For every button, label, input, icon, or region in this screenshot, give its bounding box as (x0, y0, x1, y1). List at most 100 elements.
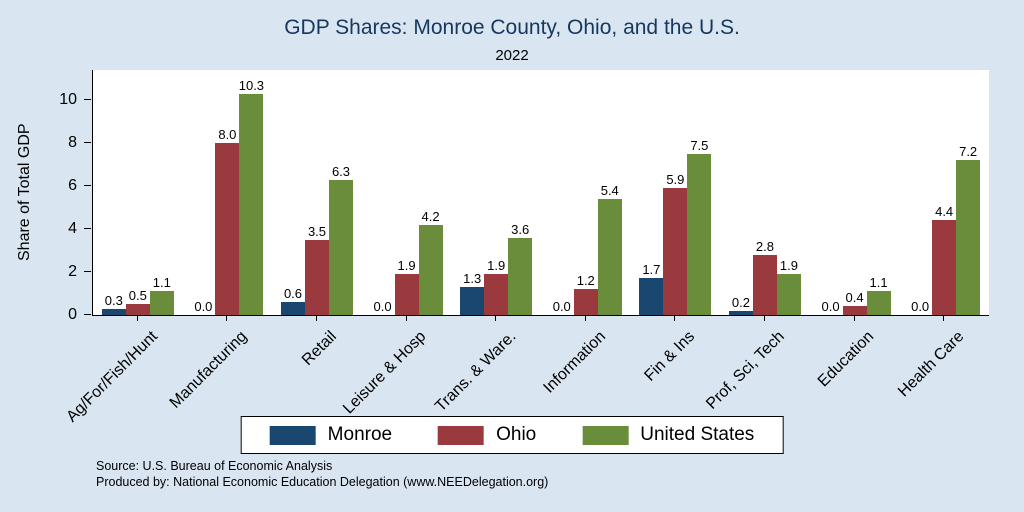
x-axis-cell: Information (540, 316, 630, 416)
x-tick-mark (943, 316, 945, 321)
y-axis-ticks: 0 2 4 6 8 10 (0, 70, 91, 323)
x-tick-mark (315, 316, 317, 321)
bar-column: 1.9 (484, 70, 509, 315)
bar-value-label: 1.7 (642, 262, 661, 278)
x-axis-cell: Education (809, 316, 899, 416)
bar-column: 3.6 (508, 70, 533, 315)
x-axis-cell: Prof, Sci, Tech (703, 316, 809, 416)
bar-column: 0.0 (550, 70, 574, 315)
x-tick-mark (495, 316, 497, 321)
bar-value-label: 0.0 (373, 299, 392, 314)
x-axis-cell: Health Care (895, 316, 988, 416)
bar-ohio (394, 274, 419, 315)
bar-column: 7.5 (687, 70, 712, 315)
bar-column: 2.8 (752, 70, 777, 315)
legend: Monroe Ohio United States (240, 416, 784, 454)
bar-column: 0.6 (280, 70, 305, 315)
bar-value-label: 3.5 (307, 223, 327, 239)
bar-column: 1.3 (460, 70, 485, 315)
legend-swatch-monroe (269, 425, 316, 445)
x-category-label: Retail (299, 328, 341, 369)
bar-ohio (125, 304, 150, 315)
bar-value-label: 4.4 (935, 204, 954, 220)
legend-item: Ohio (438, 424, 536, 446)
bar-value-label: 5.9 (666, 172, 685, 188)
y-tick-mark (84, 185, 91, 187)
legend-label: Monroe (327, 424, 393, 445)
bar-value-label: 0.0 (821, 299, 840, 314)
x-category-label: Information (540, 328, 609, 397)
bar-column: 1.9 (776, 70, 801, 315)
y-tick-mark (84, 228, 91, 230)
bar-value-label: 1.2 (576, 273, 595, 289)
bar-group: 1.7 5.9 7.5 (631, 70, 721, 315)
bar-column: 0.0 (371, 70, 395, 315)
bar-column: 0.0 (191, 70, 215, 315)
bar-group: 0.0 4.4 7.2 (899, 70, 989, 315)
y-tick-mark (84, 314, 91, 315)
legend-item: Monroe (269, 424, 393, 446)
bar-monroe (728, 310, 753, 315)
bar-value-label: 1.9 (487, 258, 506, 274)
bar-value-label: 0.2 (731, 294, 750, 310)
bar-group: 0.3 0.5 1.1 (93, 70, 183, 315)
x-axis-labels: Ag/For/Fish/Hunt Manufacturing Retail Leisu… (63, 316, 988, 426)
legend-swatch-ohio (438, 425, 485, 445)
bar-value-label: 0.0 (194, 299, 213, 314)
bar-column: 5.9 (663, 70, 688, 315)
bar-column: 0.0 (908, 70, 932, 315)
bar-column: 4.4 (932, 70, 957, 315)
x-category-label: Education (815, 328, 878, 391)
bar-ohio (663, 188, 688, 315)
bar-value-label: 3.6 (511, 221, 530, 237)
x-tick-mark (584, 316, 586, 321)
bar-value-label: 0.0 (552, 299, 571, 314)
bar-monroe (460, 287, 485, 315)
bar-value-label: 5.4 (600, 182, 619, 198)
bar-column: 1.2 (573, 70, 598, 315)
y-tick-label: 8 (68, 134, 77, 152)
bar-column: 1.9 (394, 70, 419, 315)
chart-notes: Source: U.S. Bureau of Economic Analysis… (96, 458, 548, 491)
bar-united-states (508, 237, 533, 315)
y-tick-label: 2 (68, 263, 77, 281)
bar-column: 3.5 (304, 70, 329, 315)
legend-label: United States (640, 424, 755, 445)
bar-value-label: 0.5 (128, 288, 147, 304)
bar-ohio (484, 274, 509, 315)
x-tick-mark (405, 316, 407, 321)
bar-united-states (866, 291, 891, 315)
x-tick-mark (226, 316, 228, 321)
bar-group: 0.2 2.8 1.9 (720, 70, 810, 315)
bar-group: 0.0 0.4 1.1 (810, 70, 900, 315)
x-category-label: Ag/For/Fish/Hunt (63, 328, 161, 426)
bar-monroe (639, 278, 664, 315)
bar-value-label: 0.0 (911, 299, 930, 314)
bar-column: 1.7 (639, 70, 664, 315)
legend-label: Ohio (496, 424, 537, 445)
bar-column: 5.4 (597, 70, 622, 315)
bar-ohio (573, 289, 598, 315)
bar-united-states (418, 224, 443, 315)
bar-value-label: 1.3 (463, 271, 482, 287)
bar-column: 0.0 (819, 70, 843, 315)
bar-united-states (776, 274, 801, 315)
bar-value-label: 2.8 (755, 238, 774, 254)
bar-value-label: 10.3 (238, 77, 265, 93)
chart-title: GDP Shares: Monroe County, Ohio, and the… (284, 16, 740, 39)
x-tick-mark (674, 316, 676, 321)
x-axis-cell: Leisure & Hosp (340, 316, 451, 417)
bar-group: 0.0 1.9 4.2 (362, 70, 452, 315)
bar-value-label: 0.4 (845, 290, 864, 306)
source-note: Source: U.S. Bureau of Economic Analysis (96, 459, 333, 473)
bar-group: 1.3 1.9 3.6 (451, 70, 541, 315)
y-tick-mark (84, 271, 91, 273)
bar-group: 0.0 8.0 10.3 (183, 70, 273, 315)
bar-monroe (280, 302, 305, 315)
legend-item: United States (582, 424, 754, 446)
bar-column: 10.3 (238, 70, 265, 315)
bar-united-states (239, 93, 264, 315)
bar-group: 0.0 1.2 5.4 (541, 70, 631, 315)
bar-column: 1.1 (149, 70, 174, 315)
